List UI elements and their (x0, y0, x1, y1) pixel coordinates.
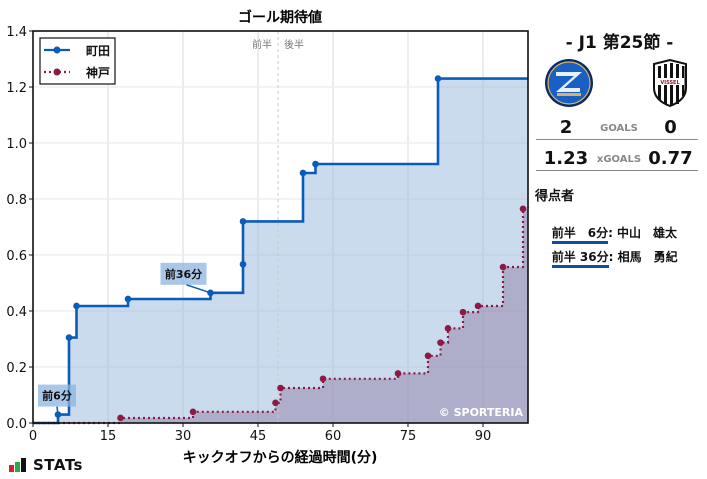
away-xg: 0.77 (648, 148, 693, 169)
data-point (272, 399, 279, 407)
data-point (519, 205, 527, 213)
data-point (124, 295, 132, 303)
y-tick-label: 0.6 (6, 249, 27, 264)
scorer-item: 前半 36分: 相馬 勇紀 (535, 234, 678, 282)
scorer-name: : 中山 雄太 (608, 226, 678, 240)
data-point (444, 325, 452, 332)
xgoals-row: 1.23 xGOALS 0.77 (536, 148, 698, 171)
second-half-label: 後半 (284, 38, 304, 51)
chart-title: ゴール期待値 (238, 9, 322, 26)
series-area (33, 207, 528, 423)
x-tick-label: 0 (29, 429, 37, 444)
scorers-title: 得点者 (535, 189, 575, 204)
legend-marker-icon (53, 46, 61, 54)
x-tick-label: 90 (475, 429, 492, 444)
scorer-name: : 相馬 勇紀 (608, 250, 678, 264)
legend-marker-icon (53, 68, 61, 76)
x-axis-label: キックオフからの経過時間(分) (183, 449, 378, 466)
data-point (239, 218, 247, 225)
watermark: © SPORTERIA (439, 406, 524, 419)
data-point (299, 169, 307, 177)
data-point (459, 308, 467, 316)
goals-row: 2 GOALS 0 (536, 117, 698, 140)
y-tick-label: 0.2 (6, 361, 27, 376)
data-point (117, 414, 124, 422)
annotation-box (160, 262, 207, 285)
data-point (434, 75, 442, 82)
away-goals: 0 (664, 117, 677, 138)
data-point (277, 384, 284, 392)
annotation-label: 前6分 (42, 389, 72, 403)
zelvia-emblem-icon (545, 59, 593, 107)
bar-chart-logo-icon (9, 458, 26, 472)
y-tick-label: 0.0 (6, 417, 27, 432)
data-point (394, 370, 402, 377)
legend-label: 神戸 (86, 65, 110, 80)
data-point (474, 302, 482, 310)
first-half-label: 前半 (252, 38, 272, 51)
home-goals: 2 (559, 117, 573, 138)
x-tick-label: 60 (325, 429, 342, 444)
home-xg: 1.23 (543, 148, 589, 169)
annotation-pointer (186, 284, 211, 294)
series-line (33, 207, 530, 425)
round-title: - J1 第25節 - (565, 33, 674, 53)
data-point (73, 302, 80, 310)
scorer-time: 前半 6分 (551, 224, 609, 244)
annotation-pointer (56, 406, 59, 415)
goals-label: GOALS (600, 123, 638, 134)
annotation-label: 前36分 (165, 267, 202, 281)
scorer-item: 前半 6分: 中山 雄太 (535, 210, 677, 258)
data-point (437, 339, 444, 346)
x-tick-label: 15 (100, 429, 117, 444)
y-tick-label: 0.4 (6, 305, 27, 320)
data-point (312, 160, 319, 168)
data-point (499, 263, 507, 271)
svg-text:VISSEL: VISSEL (660, 80, 680, 86)
annotation-box (38, 384, 76, 407)
data-point (65, 334, 73, 341)
scorer-time: 前半 36分 (551, 248, 609, 268)
stats-logo: STATs (9, 456, 83, 474)
xgoals-label: xGOALS (596, 154, 642, 165)
data-point (319, 375, 327, 383)
data-point (424, 352, 432, 360)
data-point (189, 408, 197, 416)
x-tick-label: 30 (175, 429, 192, 444)
vissel-emblem-icon: VISSEL (653, 58, 687, 108)
data-point (239, 260, 247, 268)
y-tick-label: 1.4 (6, 25, 27, 40)
data-point (54, 411, 62, 418)
y-tick-label: 0.8 (6, 193, 27, 208)
x-tick-label: 75 (400, 429, 417, 444)
y-tick-label: 1.0 (6, 137, 27, 152)
x-tick-label: 45 (250, 429, 267, 444)
match-summary-panel: - J1 第25節 - VISSEL 2 GOALS 0 1.23 xGOALS… (532, 0, 707, 479)
axes-frame (32, 30, 529, 424)
y-tick-label: 1.2 (6, 81, 27, 96)
legend-label: 町田 (86, 44, 110, 58)
stats-logo-text: STATs (33, 456, 83, 474)
